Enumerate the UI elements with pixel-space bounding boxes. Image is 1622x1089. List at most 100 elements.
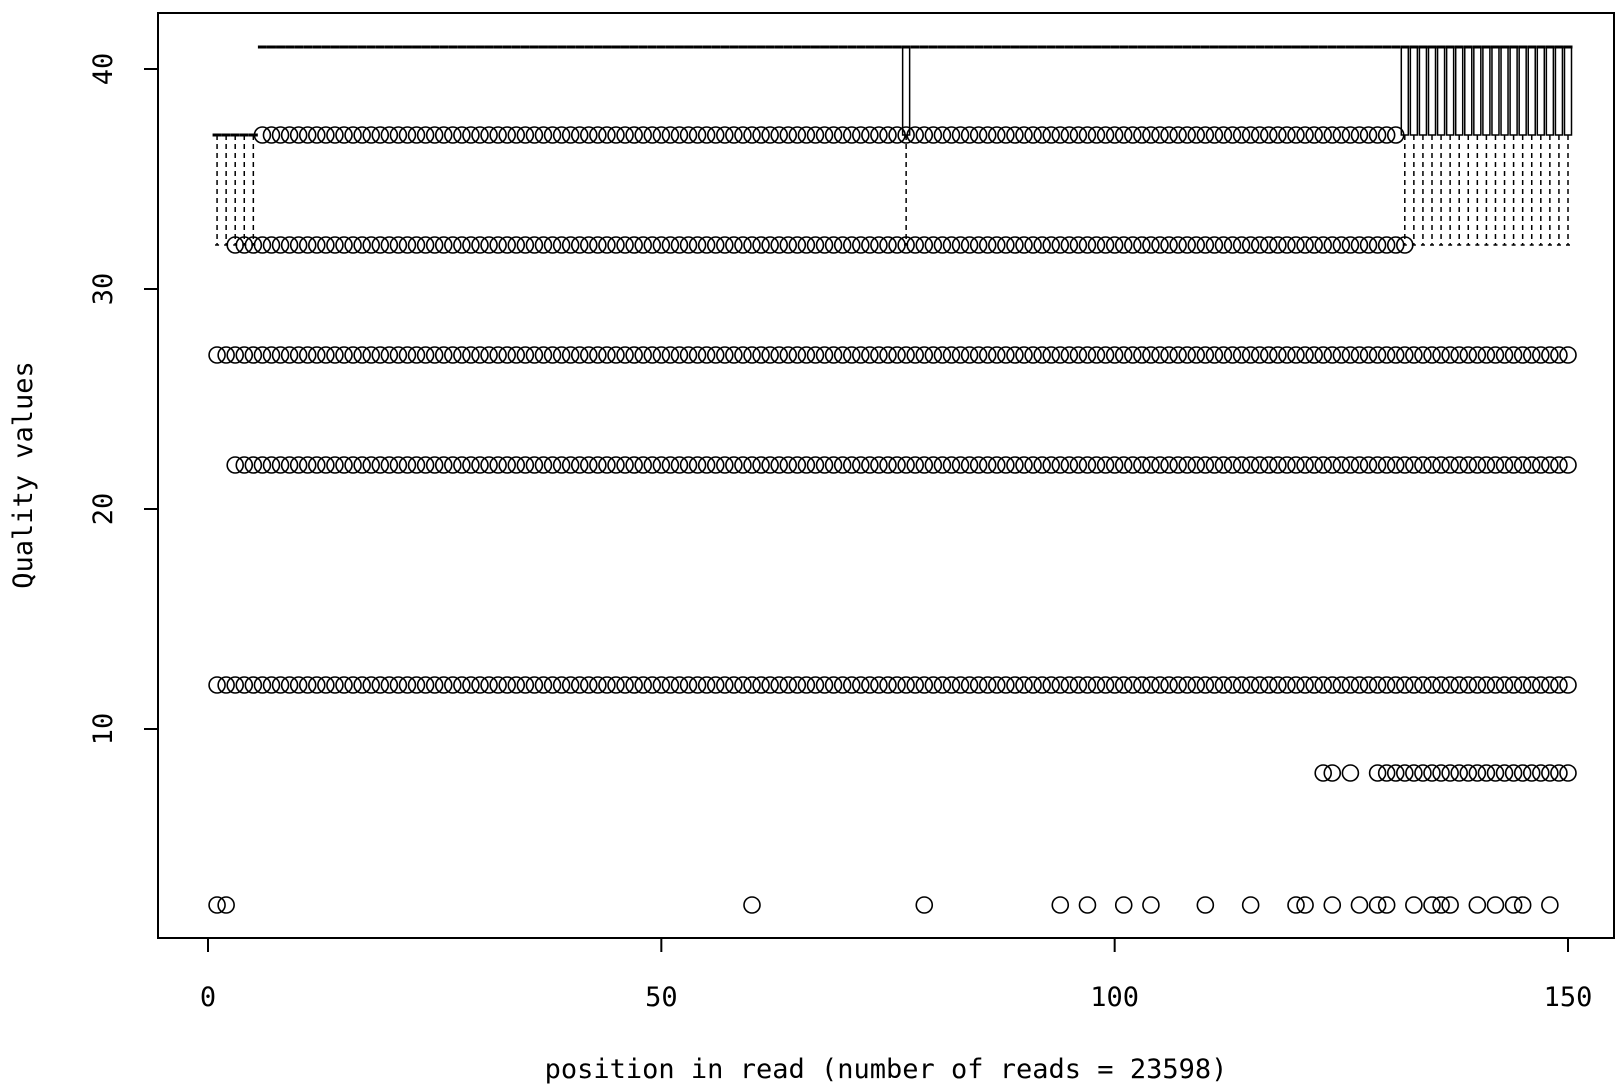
outlier-point [734,126,752,144]
outlier-point [534,456,553,474]
outlier-point [1450,676,1468,694]
outlier-point [1468,764,1487,782]
x-axis-title: position in read (number of reads = 2359… [545,1054,1228,1085]
outlier-point [525,126,544,144]
outlier-point [1087,236,1106,254]
outlier-point [1368,456,1387,474]
outlier-point [516,236,535,254]
outlier-point [1477,676,1496,694]
outlier-point [915,126,934,144]
outlier-point [362,236,381,254]
outlier-point [543,126,562,144]
outlier-point [752,456,770,474]
outlier-point [498,236,517,254]
outlier-point [1323,346,1342,364]
outlier-point [951,456,970,474]
outlier-point [1504,346,1523,364]
outlier-point [779,346,798,364]
outlier-point [1377,126,1396,144]
outlier-point [344,236,362,254]
outlier-point [1287,126,1305,144]
outlier-point [851,676,870,694]
outlier-point [1260,456,1278,474]
outlier-point [344,676,362,694]
outlier-point [1051,126,1070,144]
outlier-point [1368,896,1387,914]
outlier-point [1096,676,1115,694]
outlier-point [969,126,988,144]
outlier-point [1296,236,1314,254]
outlier-point [244,676,263,694]
outlier-point [453,456,471,474]
outlier-point [1151,346,1169,364]
outlier-point [1124,676,1142,694]
outlier-point [317,456,335,474]
outlier-point [1205,346,1224,364]
outlier-point [670,346,689,364]
outlier-point [443,676,462,694]
outlier-point [226,346,244,364]
outlier-point [561,346,580,364]
y-axis-title: Quality values [8,361,39,589]
outlier-point [407,346,426,364]
outlier-point [271,346,290,364]
outlier-point [725,456,743,474]
outlier-point [1441,456,1459,474]
outlier-point [298,346,317,364]
outlier-point [1078,126,1097,144]
outlier-point [1559,346,1577,364]
outlier-point [335,676,353,694]
outlier-point [997,676,1015,694]
outlier-point [489,676,507,694]
outlier-point [1223,236,1242,254]
outlier-point [1377,896,1396,914]
outlier-point [598,126,616,144]
outlier-point [1377,236,1396,254]
outlier-point [353,346,371,364]
outlier-point [489,236,507,254]
outlier-point [734,236,752,254]
outlier-point [507,346,526,364]
outlier-point [616,676,634,694]
outlier-point [598,346,616,364]
outlier-point [806,346,825,364]
outlier-point [534,346,553,364]
outlier-point [1087,456,1106,474]
outlier-point [906,346,925,364]
outlier-point [1441,764,1459,782]
outlier-point [1513,346,1532,364]
outlier-point [1459,764,1478,782]
outlier-point [670,456,689,474]
outlier-point [579,346,598,364]
outlier-point [1504,764,1523,782]
outlier-point [453,676,471,694]
outlier-point [362,126,381,144]
outlier-point [1414,676,1432,694]
outlier-point [1114,896,1133,914]
plot-frame [157,12,1615,939]
outlier-point [262,346,281,364]
outlier-point [897,126,915,144]
outlier-point [1133,346,1151,364]
outlier-point [434,456,453,474]
outlier-point [906,126,925,144]
outlier-point [1314,236,1332,254]
outlier-point [462,236,480,254]
outlier-point [1114,346,1133,364]
outlier-point [616,456,634,474]
outlier-point [960,346,979,364]
outlier-point [1368,236,1387,254]
outlier-point [743,126,761,144]
outlier-point [1468,346,1487,364]
outlier-point [589,676,607,694]
outlier-point [1468,676,1487,694]
outlier-point [915,896,934,914]
outlier-point [1423,456,1441,474]
x-tick-label: 0 [200,982,216,1013]
outlier-point [525,346,544,364]
outlier-point [317,236,335,254]
outlier-point [416,126,435,144]
outlier-point [1432,346,1450,364]
outlier-point [235,346,254,364]
outlier-point [1133,126,1151,144]
